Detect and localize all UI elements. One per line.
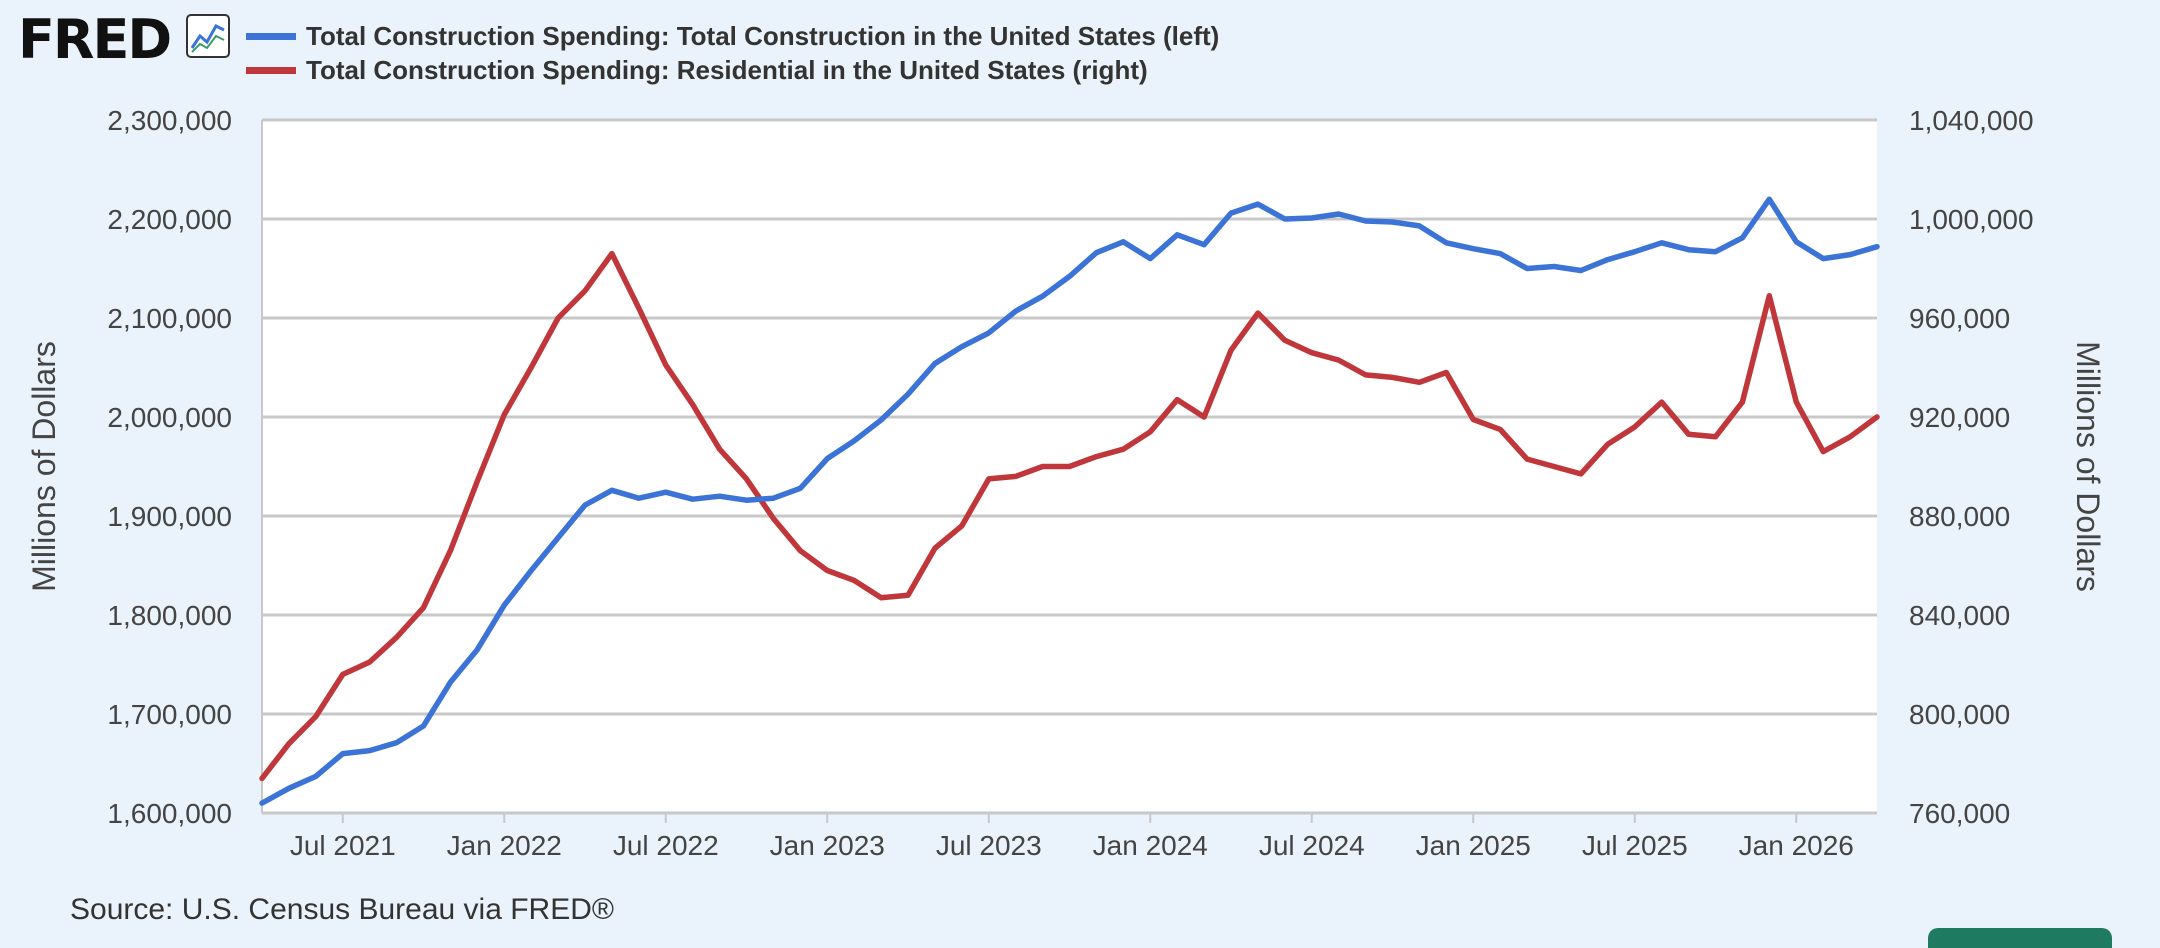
right-tick-label-1: 800,000 bbox=[1909, 699, 2010, 730]
x-tick-label-4: Jul 2023 bbox=[936, 830, 1042, 861]
left-tick-label-1: 1,700,000 bbox=[107, 699, 232, 730]
source-note: Source: U.S. Census Bureau via FRED® bbox=[70, 893, 614, 926]
right-tick-label-7: 1,040,000 bbox=[1909, 105, 2034, 136]
right-tick-label-3: 880,000 bbox=[1909, 501, 2010, 532]
x-tick-label-9: Jan 2026 bbox=[1739, 830, 1854, 861]
right-axis-title: Millions of Dollars bbox=[2070, 341, 2106, 592]
right-tick-label-0: 760,000 bbox=[1909, 798, 2010, 829]
left-tick-label-4: 2,000,000 bbox=[107, 402, 232, 433]
fred-logo[interactable]: FRED bbox=[18, 8, 172, 71]
chart-header: FRED Total Construction Spending: Total … bbox=[0, 0, 2160, 100]
left-tick-label-2: 1,800,000 bbox=[107, 600, 232, 631]
legend-item-total[interactable]: Total Construction Spending: Total Const… bbox=[246, 20, 1219, 52]
x-tick-label-0: Jul 2021 bbox=[290, 830, 396, 861]
right-tick-label-4: 920,000 bbox=[1909, 402, 2010, 433]
x-tick-label-6: Jul 2024 bbox=[1259, 830, 1365, 861]
x-tick-label-7: Jan 2025 bbox=[1416, 830, 1531, 861]
line-chart-icon[interactable] bbox=[186, 14, 230, 58]
line-chart[interactable]: 1,600,000 1,700,000 1,800,000 1,900,000 2,00… bbox=[0, 0, 2160, 880]
legend-label-total: Total Construction Spending: Total Const… bbox=[306, 20, 1220, 51]
legend-swatch-blue bbox=[246, 32, 296, 40]
left-tick-label-7: 2,300,000 bbox=[107, 105, 232, 136]
x-tick-label-3: Jan 2023 bbox=[770, 830, 885, 861]
left-tick-label-3: 1,900,000 bbox=[107, 501, 232, 532]
x-tick-label-1: Jan 2022 bbox=[447, 830, 562, 861]
left-tick-label-0: 1,600,000 bbox=[107, 798, 232, 829]
right-tick-label-5: 960,000 bbox=[1909, 303, 2010, 334]
legend-swatch-red bbox=[246, 66, 296, 74]
right-tick-label-2: 840,000 bbox=[1909, 600, 2010, 631]
legend-item-residential[interactable]: Total Construction Spending: Residential… bbox=[246, 54, 1148, 86]
series-line-total-construction bbox=[259, 196, 1880, 806]
series-line-residential bbox=[259, 250, 1880, 782]
left-tick-label-5: 2,100,000 bbox=[107, 303, 232, 334]
left-tick-label-6: 2,200,000 bbox=[107, 204, 232, 235]
legend-label-residential: Total Construction Spending: Residential… bbox=[306, 54, 1148, 85]
corner-tab[interactable] bbox=[1928, 928, 2112, 948]
x-tick-label-2: Jul 2022 bbox=[613, 830, 719, 861]
x-tick-label-5: Jan 2024 bbox=[1093, 830, 1208, 861]
left-axis-title: Millions of Dollars bbox=[26, 341, 62, 592]
right-tick-label-6: 1,000,000 bbox=[1909, 204, 2034, 235]
x-tick-label-8: Jul 2025 bbox=[1582, 830, 1688, 861]
